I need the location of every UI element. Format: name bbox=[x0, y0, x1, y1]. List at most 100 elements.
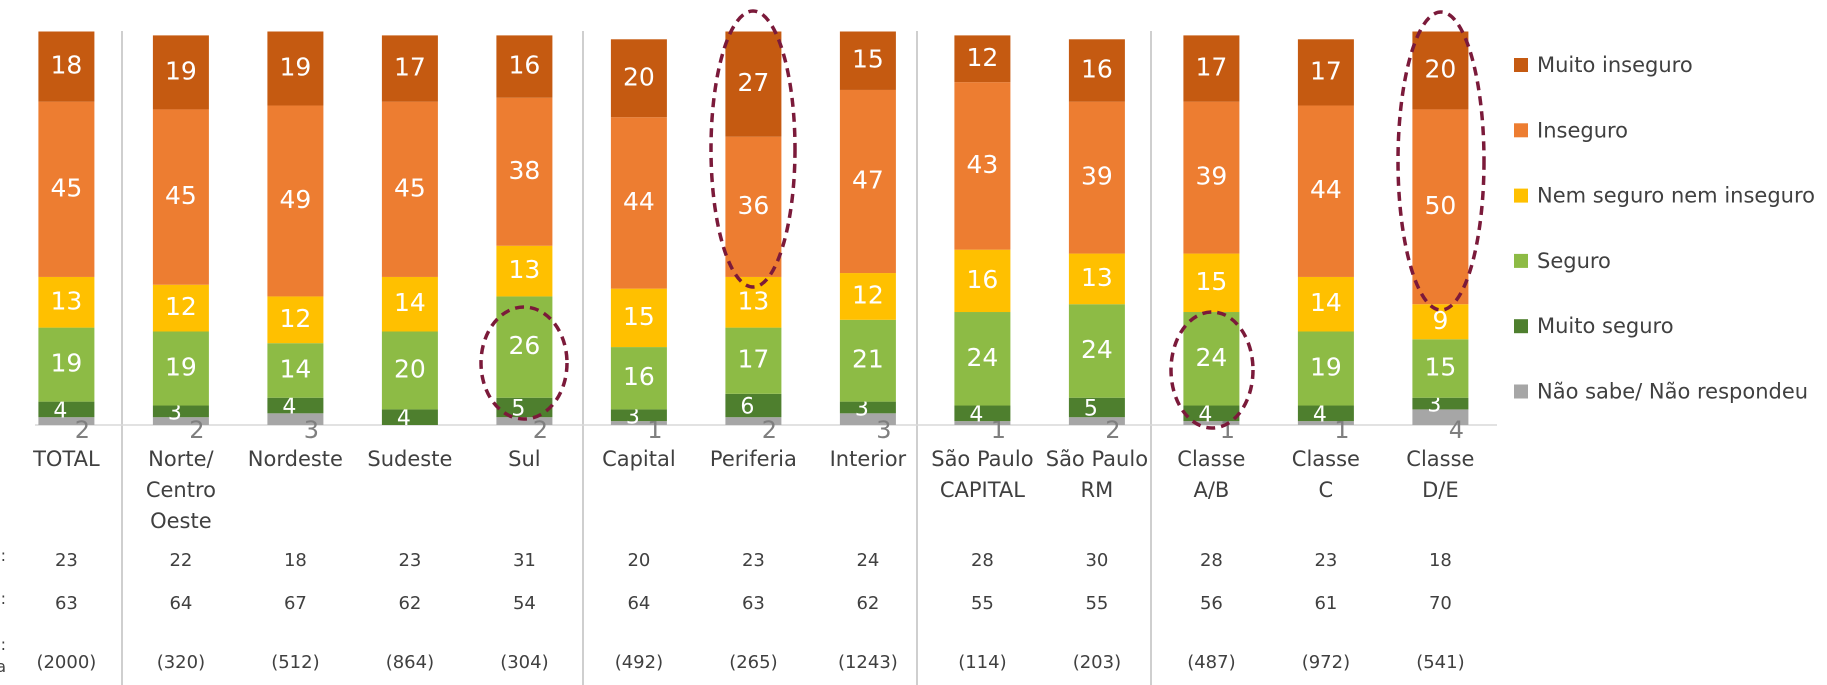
value-label: 44 bbox=[1310, 175, 1342, 204]
row-value: 23 bbox=[398, 550, 422, 571]
bar-segment bbox=[381, 101, 438, 277]
row-value: 24 bbox=[856, 550, 880, 571]
bar-segment bbox=[725, 136, 782, 277]
bar-segment bbox=[1412, 339, 1469, 398]
value-label: 6 bbox=[740, 395, 754, 420]
legend-label: Nem seguro nem inseguro bbox=[1537, 184, 1815, 208]
bar-segment bbox=[152, 284, 209, 332]
bar-segment bbox=[381, 276, 438, 332]
row-value: 63 bbox=[741, 593, 765, 614]
row-value: (114) bbox=[958, 652, 1007, 673]
bar-segment bbox=[954, 82, 1011, 250]
x-tick-label: Norte/ Centro Oeste bbox=[145, 447, 216, 533]
row-value: (972) bbox=[1301, 652, 1351, 673]
row-value: 20 bbox=[627, 550, 651, 571]
row-value: 23 bbox=[741, 550, 765, 571]
bar-segment bbox=[381, 409, 438, 425]
bar-segment bbox=[152, 417, 209, 425]
value-label: 2 bbox=[189, 416, 204, 444]
bar-segment bbox=[152, 109, 209, 285]
value-label: 1 bbox=[991, 416, 1006, 444]
bar-segment bbox=[839, 89, 896, 274]
x-tick-label: Capital bbox=[602, 447, 676, 471]
bar-segment bbox=[954, 421, 1011, 425]
bar-segment bbox=[1068, 417, 1125, 425]
bar-segment bbox=[1297, 331, 1354, 406]
bar-segment bbox=[1183, 312, 1240, 406]
value-label: 13 bbox=[50, 286, 82, 315]
row-label: : bbox=[0, 589, 6, 608]
row-value: (2000) bbox=[36, 652, 97, 673]
bar-segment bbox=[839, 413, 896, 425]
bar-segment bbox=[1183, 421, 1240, 425]
value-label: 4 bbox=[1198, 402, 1212, 427]
value-label: 5 bbox=[1084, 396, 1098, 421]
value-label: 16 bbox=[966, 265, 998, 294]
highlight bbox=[1169, 310, 1255, 430]
value-label: 20 bbox=[394, 354, 426, 383]
row-value: 28 bbox=[970, 550, 994, 571]
bar-segment bbox=[38, 417, 95, 425]
bar-segment bbox=[38, 101, 95, 277]
value-label: 17 bbox=[1310, 56, 1342, 85]
bar-segment bbox=[267, 31, 324, 106]
bar-segment bbox=[954, 312, 1011, 406]
value-label: 13 bbox=[1081, 263, 1113, 292]
value-label: 24 bbox=[1195, 343, 1227, 372]
x-tick-label: Classe D/E bbox=[1406, 447, 1475, 502]
legend-swatch bbox=[1514, 384, 1528, 399]
x-tick-label: Interior bbox=[829, 447, 907, 471]
value-label: 16 bbox=[508, 51, 540, 80]
legend-swatch bbox=[1514, 58, 1528, 72]
bars: 2419134518231912451934141249194201445172… bbox=[38, 31, 1469, 444]
row-value: (541) bbox=[1416, 652, 1465, 673]
bar-segment bbox=[267, 296, 324, 344]
bar-segment bbox=[1068, 397, 1125, 418]
value-label: 4 bbox=[53, 398, 67, 423]
row-value: 31 bbox=[512, 550, 536, 571]
value-label: 17 bbox=[737, 345, 769, 374]
value-label: 14 bbox=[1310, 288, 1342, 317]
separators bbox=[121, 31, 1152, 685]
bar-segment bbox=[725, 393, 782, 418]
value-label: 12 bbox=[165, 292, 197, 321]
bar-segment bbox=[1412, 31, 1469, 110]
value-label: 16 bbox=[623, 362, 655, 391]
bar-segment bbox=[610, 409, 667, 422]
bar-segment bbox=[839, 273, 896, 320]
value-label: 39 bbox=[1081, 162, 1113, 191]
value-label: 12 bbox=[852, 280, 884, 309]
legend-swatch bbox=[1514, 253, 1528, 268]
row-value: 63 bbox=[54, 593, 78, 614]
bar-segment bbox=[1068, 304, 1125, 398]
value-label: 19 bbox=[165, 56, 197, 85]
value-label: 12 bbox=[966, 43, 998, 72]
value-label: 26 bbox=[508, 331, 540, 360]
highlight bbox=[479, 305, 569, 421]
bar-segment bbox=[725, 31, 782, 137]
value-label: 15 bbox=[1195, 267, 1227, 296]
row-value: 54 bbox=[512, 593, 536, 614]
bar-segment bbox=[381, 35, 438, 102]
bar-segment bbox=[152, 331, 209, 406]
bar-segment bbox=[496, 245, 553, 297]
bar-segment bbox=[839, 319, 896, 402]
row-value: 56 bbox=[1199, 593, 1223, 614]
value-label: 1 bbox=[1334, 416, 1349, 444]
bar-segment bbox=[38, 276, 95, 328]
value-label: 14 bbox=[394, 288, 426, 317]
bar-segment bbox=[725, 327, 782, 394]
highlights bbox=[479, 9, 1486, 430]
bar-segment bbox=[610, 421, 667, 425]
value-label: 44 bbox=[623, 187, 655, 216]
value-label: 15 bbox=[1424, 353, 1456, 382]
bar-segment bbox=[381, 331, 438, 410]
bar-segment bbox=[496, 417, 553, 425]
value-label: 39 bbox=[1195, 162, 1227, 191]
value-label: 45 bbox=[394, 173, 426, 202]
bar-segment bbox=[954, 249, 1011, 313]
value-label: 17 bbox=[1195, 53, 1227, 82]
value-label: 4 bbox=[1449, 416, 1464, 444]
x-tick-label: Sul bbox=[508, 447, 541, 471]
